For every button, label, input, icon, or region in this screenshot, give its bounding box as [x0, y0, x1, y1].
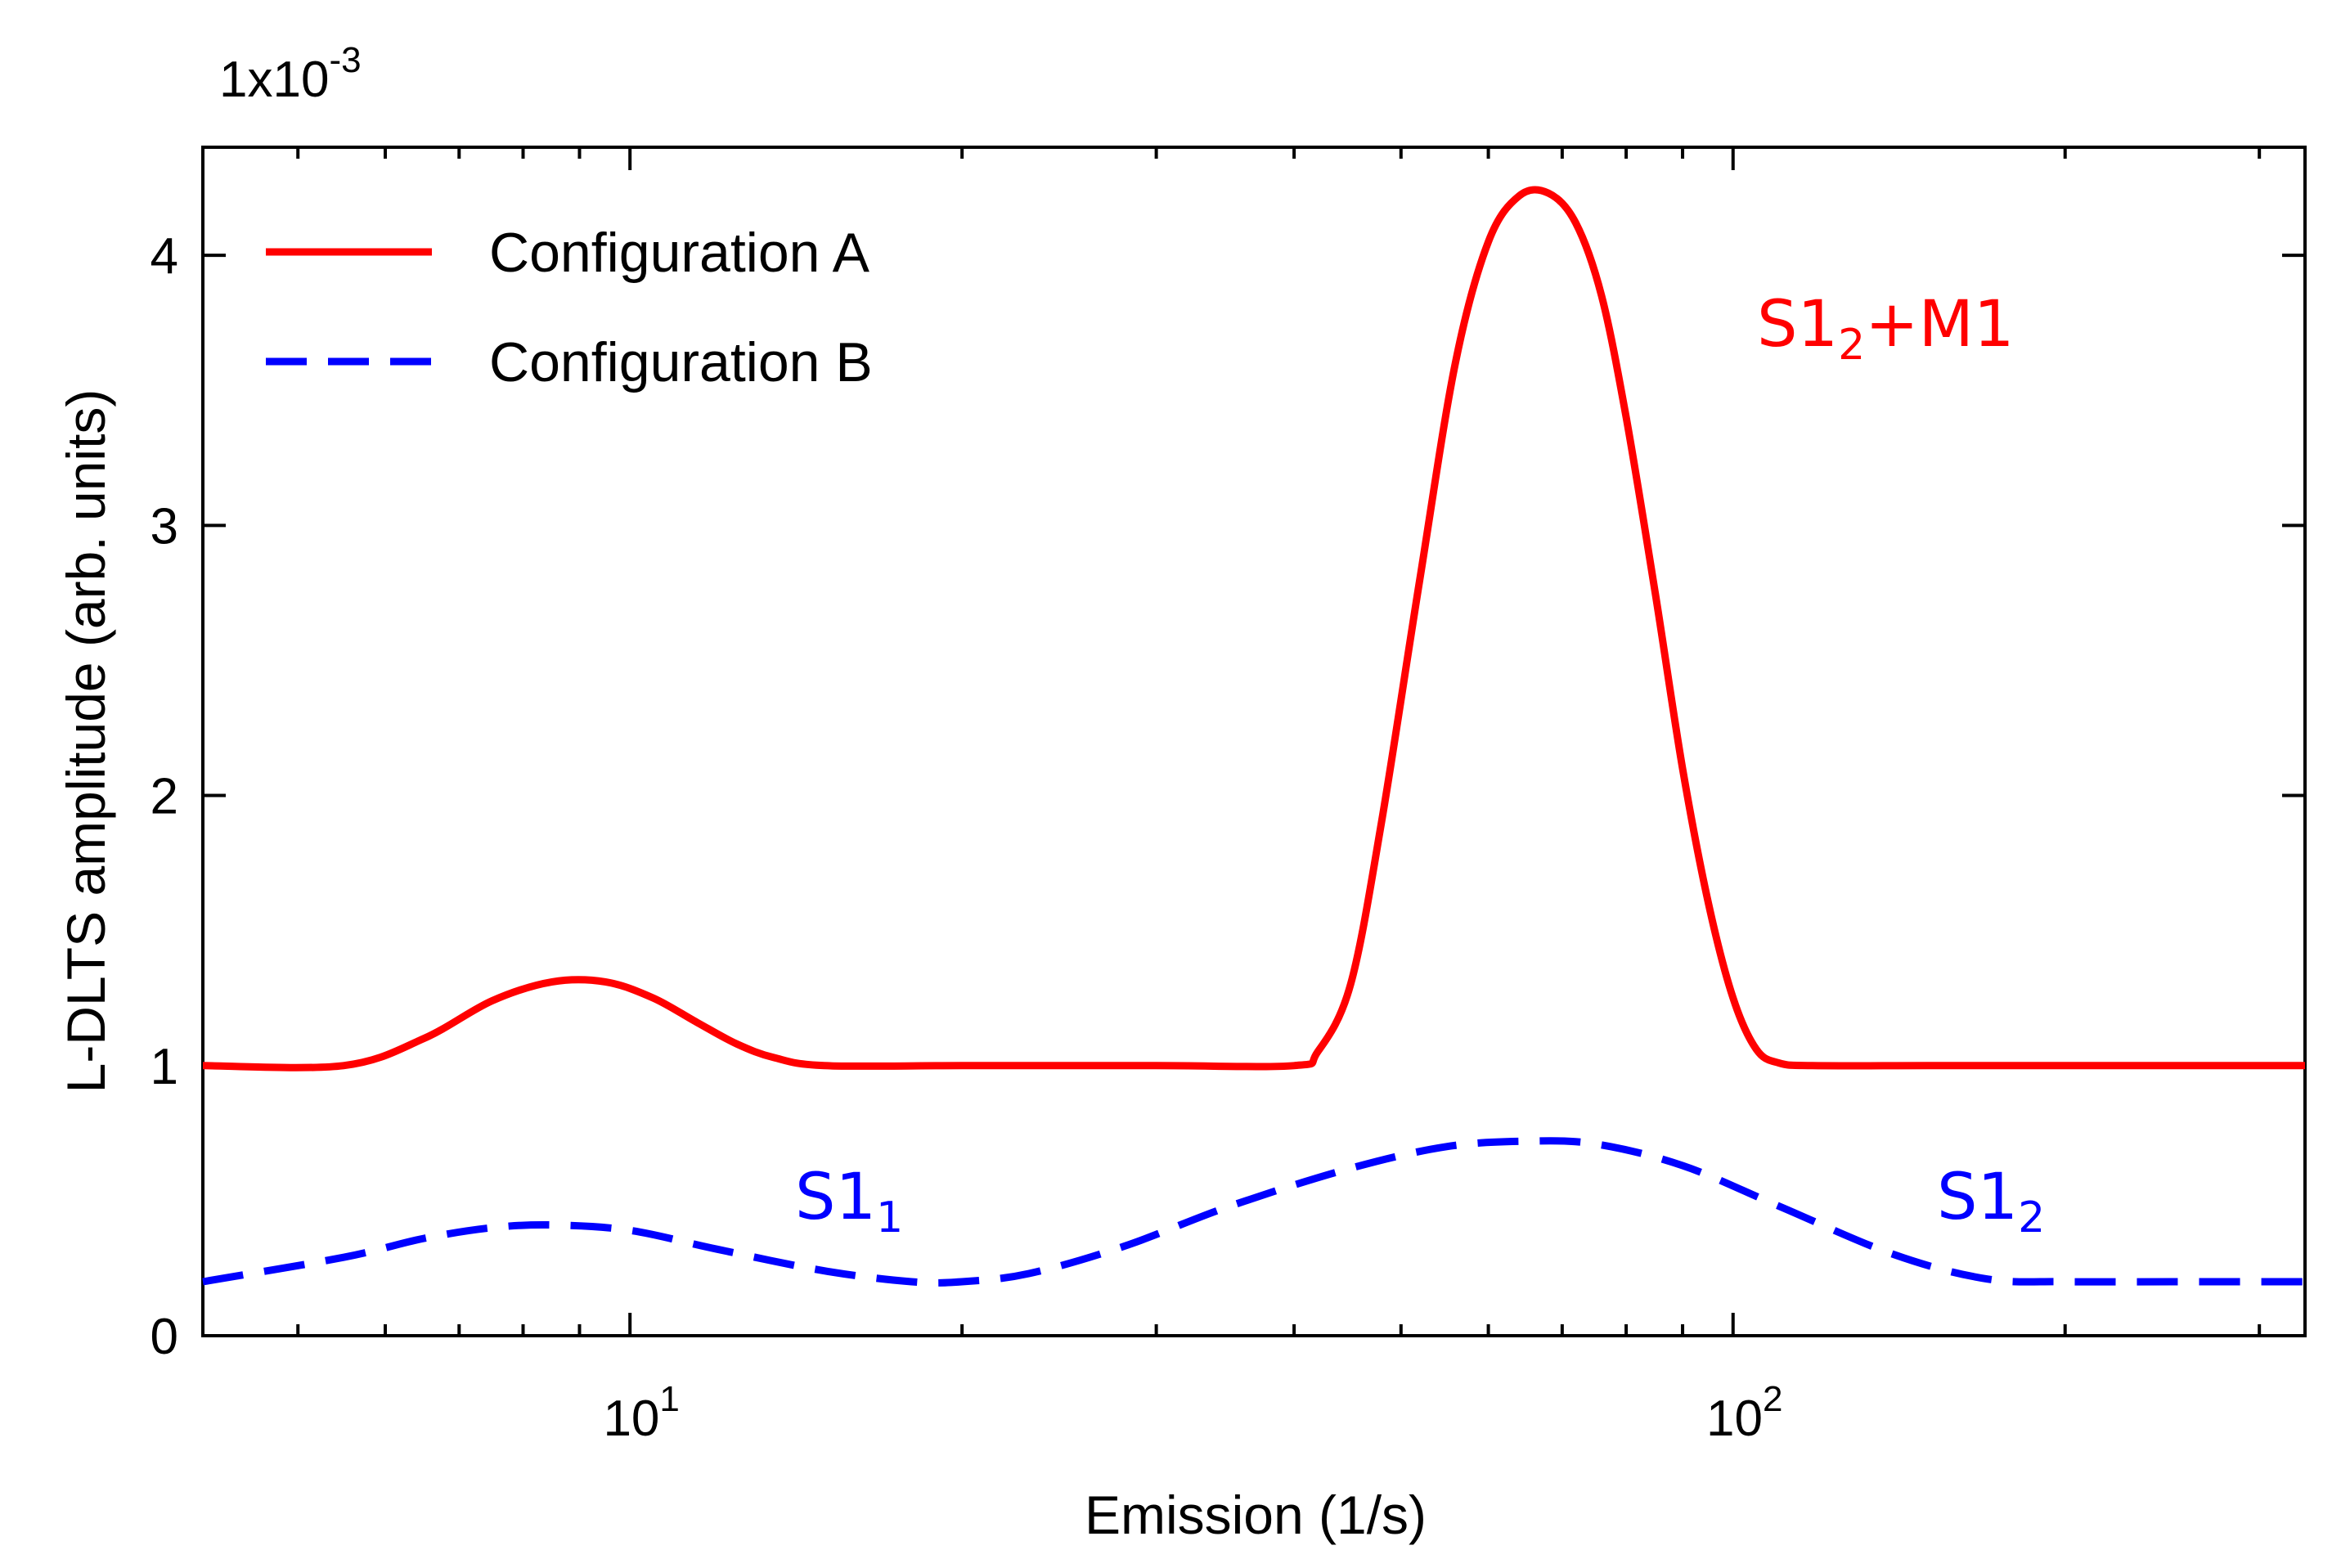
y-tick-label-0: 0: [151, 1309, 178, 1365]
y-tick-label-1: 1: [151, 1039, 178, 1095]
legend-label-configuration-a: Configuration A: [489, 222, 870, 284]
y-scale-note-exponent: -3: [329, 40, 361, 80]
series-line-configuration-b: [202, 1137, 2305, 1287]
y-tick-labels: 0 1 2 3 4: [151, 228, 178, 1365]
plot-frame: [201, 146, 2307, 1337]
legend-label-configuration-b: Configuration B: [489, 331, 873, 393]
legend: Configuration A Configuration B: [266, 222, 873, 393]
y-axis-title: L-DLTS amplitude (arb. units): [56, 389, 116, 1094]
y-tick-label-4: 4: [151, 228, 178, 285]
x-tick-label-10: 101: [603, 1379, 679, 1447]
series-layer: [202, 186, 2305, 1287]
y-scale-note-base: 1x10: [219, 52, 329, 108]
series-line-configuration-a: [202, 186, 2305, 1072]
y-scale-note: 1x10-3: [219, 40, 362, 108]
annotation-s1-2-m1: S12+M1: [1757, 288, 2015, 370]
x-tick-labels: 101 102: [603, 1379, 1782, 1447]
y-tick-label-2: 2: [151, 769, 178, 825]
x-axis-title: Emission (1/s): [1085, 1485, 1427, 1545]
y-tick-label-3: 3: [151, 498, 178, 555]
annotation-s1-2: S12: [1937, 1161, 2045, 1242]
annotation-s1-1: S11: [795, 1161, 903, 1242]
x-tick-label-100: 102: [1706, 1379, 1782, 1447]
